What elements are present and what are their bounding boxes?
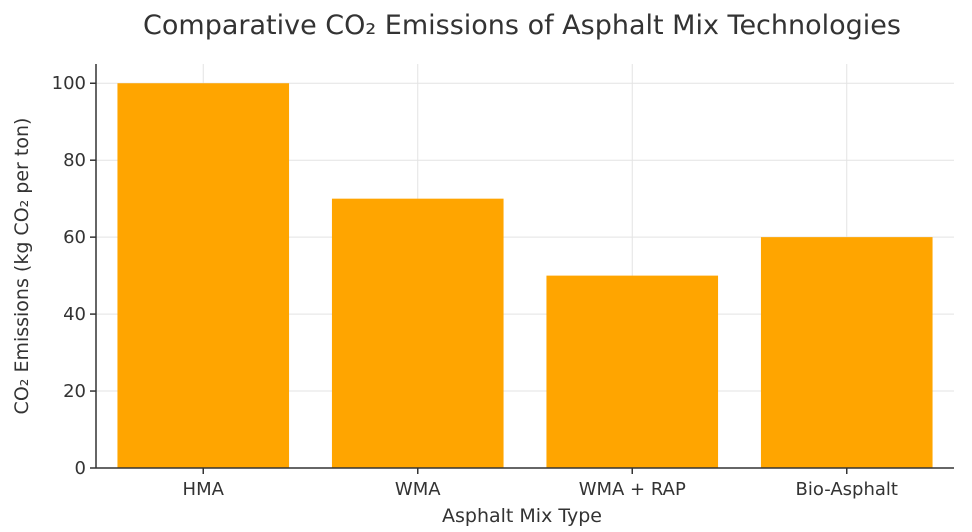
y-axis-label: CO₂ Emissions (kg CO₂ per ton) bbox=[11, 118, 33, 415]
x-axis-label: Asphalt Mix Type bbox=[442, 505, 602, 527]
y-tick-label: 100 bbox=[52, 73, 86, 94]
x-ticks: HMA WMA WMA + RAP Bio-Asphalt bbox=[183, 468, 898, 500]
bar-hma bbox=[117, 83, 290, 468]
x-tick-label: WMA bbox=[395, 479, 441, 500]
y-ticks: 0 20 40 60 80 100 bbox=[52, 73, 96, 479]
y-tick-label: 0 bbox=[75, 458, 86, 479]
y-tick-label: 80 bbox=[63, 150, 86, 171]
bar-wma-rap bbox=[546, 275, 719, 468]
axes bbox=[95, 64, 954, 469]
y-tick-label: 60 bbox=[63, 227, 86, 248]
x-tick-label: HMA bbox=[183, 479, 225, 500]
y-tick-label: 20 bbox=[63, 381, 86, 402]
y-tick-label: 40 bbox=[63, 304, 86, 325]
x-tick-label: Bio-Asphalt bbox=[796, 479, 898, 500]
x-tick-label: WMA + RAP bbox=[579, 479, 686, 500]
bar-bio-asphalt bbox=[760, 237, 933, 468]
bar-wma bbox=[331, 198, 504, 468]
bars bbox=[117, 83, 933, 468]
chart-title: Comparative CO₂ Emissions of Asphalt Mix… bbox=[143, 10, 901, 41]
